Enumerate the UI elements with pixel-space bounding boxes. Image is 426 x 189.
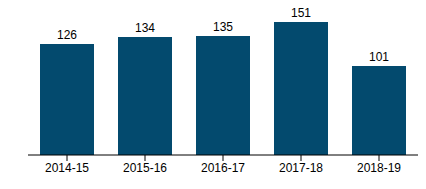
svg-text:135: 135 bbox=[213, 20, 233, 34]
svg-text:151: 151 bbox=[291, 6, 311, 20]
svg-text:101: 101 bbox=[369, 50, 389, 64]
svg-text:2018-19: 2018-19 bbox=[357, 161, 401, 175]
svg-text:2017-18: 2017-18 bbox=[279, 161, 323, 175]
svg-text:2015-16: 2015-16 bbox=[123, 161, 167, 175]
svg-text:134: 134 bbox=[135, 21, 155, 35]
svg-text:126: 126 bbox=[57, 28, 77, 42]
svg-text:2014-15: 2014-15 bbox=[45, 161, 89, 175]
svg-text:2016-17: 2016-17 bbox=[201, 161, 245, 175]
